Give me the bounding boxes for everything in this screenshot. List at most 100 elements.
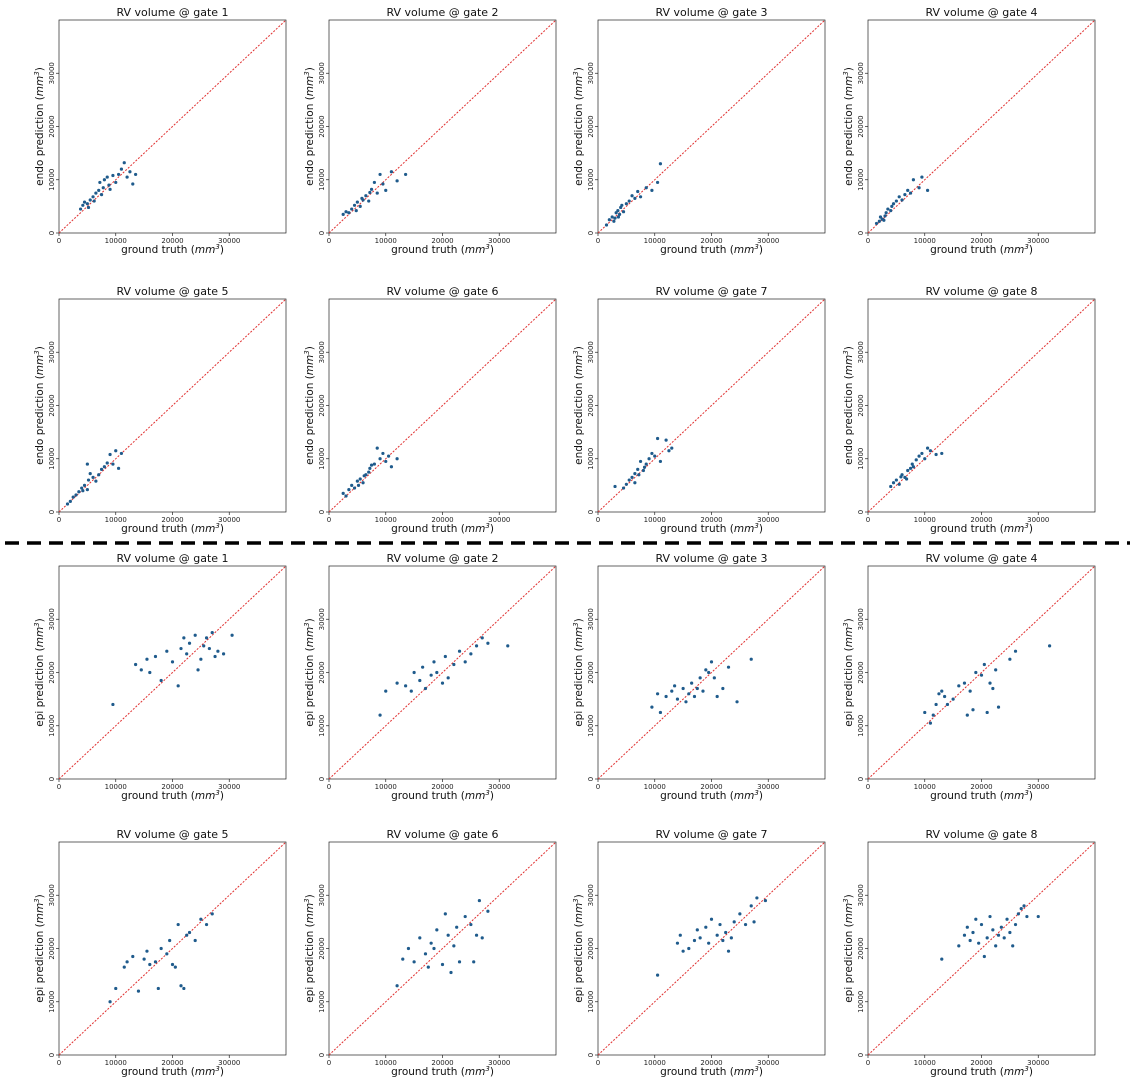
- y-tick-label: 0: [48, 1053, 56, 1057]
- data-point: [375, 191, 379, 195]
- x-axis-label: ground truth (mm3): [391, 789, 494, 802]
- data-point: [480, 636, 484, 640]
- data-point: [384, 188, 388, 192]
- data-point: [347, 488, 351, 492]
- scatter-panel: RV volume @ gate 8 0 10000 20000 30000 0 10000…: [842, 285, 1096, 535]
- y-tick-label: 0: [587, 231, 595, 235]
- y-tick-label: 20000: [318, 937, 326, 959]
- data-point: [381, 182, 385, 186]
- data-point: [934, 452, 938, 457]
- data-point: [111, 702, 115, 707]
- y-tick-label: 0: [48, 510, 56, 514]
- data-point: [168, 938, 172, 943]
- data-point: [159, 946, 163, 951]
- data-point: [369, 463, 374, 467]
- data-point: [429, 673, 433, 677]
- data-point: [230, 633, 234, 637]
- data-point: [650, 188, 654, 192]
- x-tick-label: 30000: [488, 1059, 510, 1067]
- data-point: [369, 187, 374, 191]
- data-point: [974, 917, 978, 921]
- data-point: [721, 938, 725, 943]
- data-point: [621, 486, 626, 490]
- x-tick-label: 0: [327, 1059, 331, 1067]
- identity-line: [58, 19, 287, 234]
- data-point: [412, 960, 416, 964]
- y-tick-label: 10000: [587, 448, 595, 470]
- data-point: [210, 912, 214, 916]
- x-tick-label: 20000: [161, 1059, 183, 1067]
- x-axis-label: ground truth (mm3): [391, 1065, 494, 1078]
- y-tick-label: 10000: [587, 169, 595, 191]
- data-point: [911, 178, 916, 182]
- data-point: [81, 489, 85, 493]
- x-tick-label: 30000: [488, 516, 510, 524]
- data-point: [102, 178, 106, 182]
- x-tick-label: 0: [866, 1059, 870, 1067]
- y-tick-label: 0: [318, 231, 326, 235]
- data-point: [633, 472, 637, 476]
- x-tick-label: 10000: [644, 783, 666, 791]
- panels: RV volume @ gate 1 0 10000 20000 30000 0 10000…: [33, 6, 1096, 1078]
- x-tick-label: 20000: [970, 783, 992, 791]
- data-point: [446, 676, 450, 680]
- data-point: [432, 660, 436, 664]
- data-point: [344, 494, 348, 498]
- x-tick-label: 10000: [644, 1059, 666, 1067]
- data-point: [630, 194, 634, 198]
- scatter-panel: RV volume @ gate 8 0 10000 20000 30000 0 10000…: [842, 828, 1096, 1078]
- data-point: [743, 922, 748, 927]
- scatter-panel: RV volume @ gate 2 0 10000 20000 30000 0 10000…: [303, 552, 557, 802]
- data-point: [985, 710, 989, 715]
- data-point: [620, 203, 624, 207]
- scatter-panel: RV volume @ gate 1 0 10000 20000 30000 0 10000…: [33, 552, 287, 802]
- data-point: [99, 193, 104, 197]
- data-point: [732, 920, 736, 924]
- scatter-panel: RV volume @ gate 4 0 10000 20000 30000 0 10000…: [842, 552, 1096, 802]
- data-point: [196, 668, 200, 672]
- data-point: [389, 465, 394, 469]
- data-point: [920, 451, 924, 456]
- data-point: [908, 191, 913, 195]
- data-point: [1048, 644, 1052, 648]
- data-point: [204, 636, 209, 640]
- data-point: [185, 933, 189, 937]
- scatter-panel: RV volume @ gate 4 0 10000 20000 30000 0 10000…: [842, 6, 1096, 256]
- data-point: [386, 454, 391, 458]
- data-point: [644, 186, 648, 190]
- data-point: [1016, 912, 1020, 916]
- data-point: [923, 710, 927, 715]
- data-point: [193, 633, 197, 637]
- data-point: [148, 962, 152, 967]
- data-point: [213, 654, 217, 659]
- x-tick-label: 0: [596, 237, 600, 245]
- data-point: [176, 922, 180, 927]
- data-point: [616, 209, 620, 213]
- x-tick-label: 10000: [105, 783, 127, 791]
- data-point: [159, 678, 163, 683]
- data-point: [395, 179, 399, 183]
- y-tick-label: 0: [318, 1053, 326, 1057]
- data-point: [389, 170, 394, 174]
- data-point: [105, 175, 109, 179]
- x-tick-label: 10000: [105, 237, 127, 245]
- x-tick-label: 0: [596, 516, 600, 524]
- x-tick-label: 0: [57, 237, 61, 245]
- y-tick-label: 30000: [318, 341, 326, 363]
- data-point: [991, 686, 995, 691]
- data-point: [940, 451, 944, 456]
- data-point: [145, 657, 149, 661]
- data-point: [906, 468, 910, 473]
- y-tick-label: 10000: [318, 715, 326, 737]
- x-tick-label: 20000: [700, 516, 722, 524]
- data-point: [917, 186, 921, 190]
- data-point: [71, 495, 75, 499]
- x-axis-label: ground truth (mm3): [930, 522, 1033, 535]
- identity-line: [867, 841, 1096, 1056]
- data-point: [128, 170, 132, 174]
- data-point: [670, 689, 674, 693]
- data-point: [889, 209, 893, 213]
- data-point: [957, 944, 961, 948]
- data-point: [116, 172, 121, 177]
- x-axis-label: ground truth (mm3): [660, 789, 763, 802]
